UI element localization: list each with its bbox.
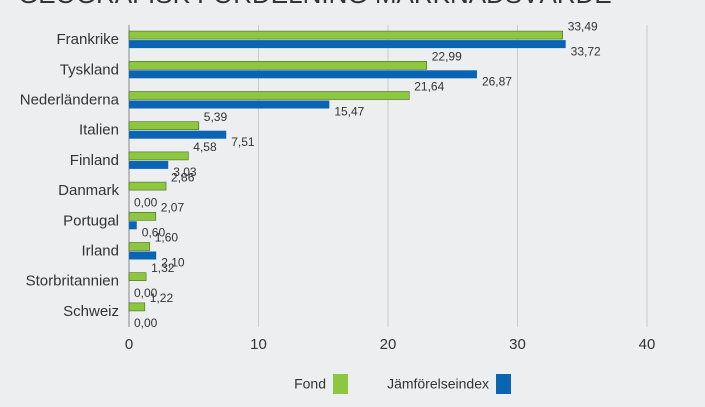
value-label: 0,00: [134, 195, 158, 209]
value-label: 5,39: [204, 110, 228, 124]
legend-swatch: [496, 374, 511, 394]
bar: [128, 121, 200, 130]
y-tick-label: Frankrike: [56, 31, 119, 48]
value-label: 22,99: [432, 49, 462, 63]
value-label: 1,32: [151, 261, 175, 275]
bar: [129, 221, 137, 230]
value-label: 26,87: [482, 74, 512, 88]
value-label: 33,49: [568, 19, 598, 33]
value-label: 2,10: [161, 256, 185, 270]
x-tick-label: 30: [509, 336, 526, 353]
bar: [128, 181, 167, 191]
bar: [128, 60, 428, 70]
y-tick-label: Tyskland: [60, 61, 119, 78]
value-label: 1,22: [150, 291, 174, 305]
bar: [128, 272, 147, 282]
value-label: 2,07: [161, 200, 185, 214]
bar: [128, 91, 410, 100]
bar: [129, 160, 169, 169]
y-tick-label: Nederländerna: [20, 91, 120, 108]
y-tick-label: Irland: [81, 242, 119, 259]
value-label: 2,86: [171, 170, 195, 184]
value-label: 1,60: [155, 231, 179, 245]
bar: [128, 212, 157, 221]
x-tick-label: 20: [380, 336, 397, 353]
value-label: 4,58: [193, 140, 217, 154]
value-label: 0,00: [134, 286, 158, 300]
bar: [128, 30, 563, 40]
legend-label: Jämförelseindex: [387, 376, 489, 392]
bar: [128, 151, 189, 161]
y-tick-label: Danmark: [58, 182, 119, 199]
x-tick-label: 10: [250, 336, 267, 353]
y-tick-label: Italien: [79, 122, 119, 139]
value-label: 0,60: [142, 225, 166, 239]
y-tick-label: Portugal: [63, 212, 119, 229]
bar: [129, 251, 157, 260]
bar: [129, 40, 566, 49]
value-label: 21,64: [414, 80, 444, 94]
y-tick-label: Storbritannien: [26, 273, 119, 290]
value-label: 33,72: [571, 44, 601, 58]
value-label: 7,51: [231, 135, 255, 149]
chart-title: GEOGRAFISK FÖRDELNING MARKNADSVÄRDE: [18, 0, 612, 9]
bar: [129, 70, 477, 79]
y-tick-label: Finland: [70, 152, 119, 169]
bar: [129, 100, 330, 109]
x-tick-label: 40: [639, 336, 656, 353]
bar: [128, 302, 146, 312]
bar: [129, 130, 227, 139]
value-label: 15,47: [334, 105, 364, 119]
x-tick-label: 0: [125, 336, 133, 353]
legend-label: Fond: [294, 376, 326, 392]
y-tick-label: Schweiz: [63, 303, 119, 320]
legend-swatch: [333, 374, 348, 394]
bar: [128, 242, 151, 251]
value-label: 0,00: [134, 316, 158, 330]
value-label: 3,03: [173, 165, 197, 179]
